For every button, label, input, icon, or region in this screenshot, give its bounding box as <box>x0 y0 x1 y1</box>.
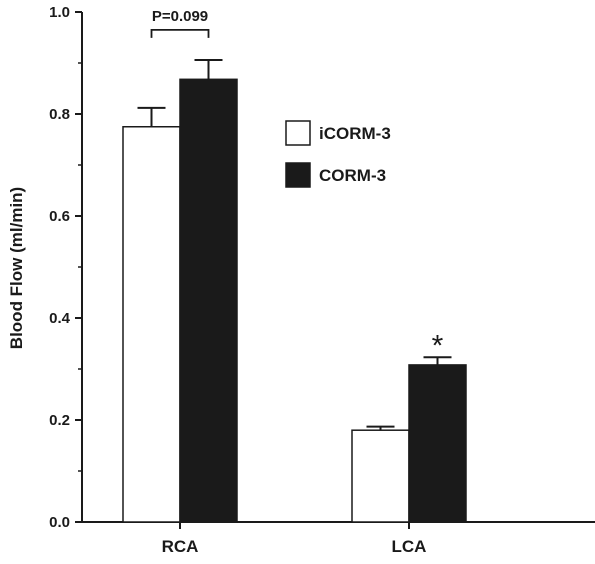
bars <box>122 78 467 523</box>
error-bars <box>137 58 452 431</box>
significance-star: * <box>432 329 444 362</box>
bar-rca-icorm-3 <box>122 126 181 523</box>
x-tick-label: LCA <box>392 537 427 556</box>
y-axis-title: Blood Flow (ml/min) <box>7 187 26 349</box>
legend: iCORM-3 CORM-3 <box>285 120 391 188</box>
y-tick-label: 0.8 <box>49 106 70 123</box>
legend-swatch-corm-3 <box>285 162 311 188</box>
y-tick-label: 0.4 <box>49 310 71 327</box>
bar-lca-corm-3 <box>408 364 467 523</box>
legend-label-corm-3: CORM-3 <box>319 166 386 185</box>
x-tick-label: RCA <box>162 537 199 556</box>
significance-bracket <box>150 28 210 38</box>
legend-swatch-icorm-3 <box>285 120 311 146</box>
bar-rca-corm-3 <box>179 78 238 523</box>
y-tick-label: 0.6 <box>49 208 70 225</box>
y-tick-label: 1.0 <box>49 4 70 21</box>
y-tick-label: 0.2 <box>49 412 70 429</box>
legend-label-icorm-3: iCORM-3 <box>319 124 391 143</box>
bar-lca-icorm-3 <box>351 429 410 523</box>
y-tick-label: 0.0 <box>49 514 70 531</box>
p-value-label: P=0.099 <box>152 8 208 25</box>
annotations: P=0.099 * <box>150 8 444 362</box>
